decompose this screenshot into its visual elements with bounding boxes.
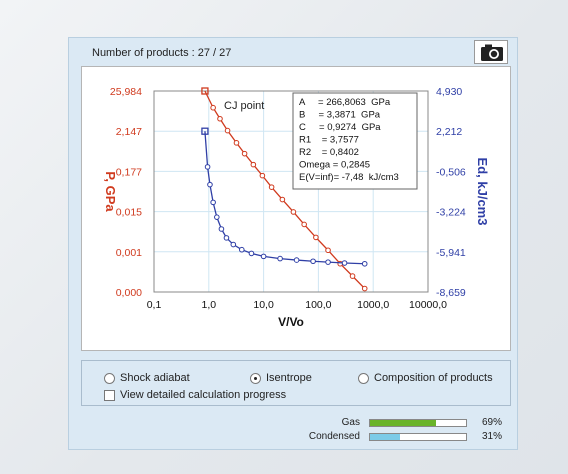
- param-a: A = 266,8063 GPa: [299, 97, 391, 108]
- gas-label: Gas: [341, 417, 360, 428]
- gas-progress-bar: [369, 419, 467, 427]
- energy-point: [230, 241, 237, 248]
- camera-icon: [481, 44, 503, 61]
- energy-point: [201, 127, 209, 135]
- pressure-point: [241, 150, 248, 157]
- energy-point: [341, 260, 348, 266]
- composition-radio[interactable]: [358, 372, 369, 384]
- shock-adiabat-option[interactable]: Shock adiabat: [104, 372, 190, 384]
- options-group: [81, 360, 511, 406]
- pressure-point: [290, 209, 297, 215]
- x-tick-label: 10000,0: [409, 299, 447, 311]
- left-tick-label: 0,177: [116, 166, 142, 178]
- pressure-point: [313, 234, 319, 241]
- isentrope-radio[interactable]: [250, 372, 261, 384]
- pressure-point: [325, 247, 331, 254]
- shock-adiabat-radio[interactable]: [104, 372, 115, 384]
- energy-point: [260, 253, 267, 260]
- energy-point: [293, 257, 300, 263]
- energy-point: [207, 181, 213, 188]
- composition-label: Composition of products: [374, 372, 493, 384]
- pressure-point: [301, 221, 307, 228]
- param-r2: R2 = 0,8402: [299, 147, 359, 158]
- energy-point: [210, 199, 216, 206]
- right-axis-title: Ed, kJ/cm3: [475, 158, 490, 226]
- pressure-point: [361, 285, 368, 292]
- x-tick-label: 0,1: [147, 299, 162, 311]
- pressure-point: [233, 140, 240, 146]
- energy-point: [223, 235, 230, 241]
- left-tick-label: 25,984: [110, 86, 142, 98]
- param-omega: Omega = 0,2845: [299, 160, 370, 171]
- isentrope-label: Isentrope: [266, 372, 312, 384]
- right-tick-label: -5,941: [436, 247, 466, 259]
- right-tick-label: -0,506: [436, 166, 466, 178]
- pressure-point: [259, 172, 266, 179]
- x-tick-label: 10,0: [253, 299, 274, 311]
- energy-point: [218, 226, 225, 232]
- condensed-label: Condensed: [308, 431, 360, 442]
- x-tick-label: 1000,0: [357, 299, 389, 311]
- pressure-point: [349, 273, 356, 279]
- pressure-point: [279, 196, 286, 203]
- right-tick-label: -3,224: [436, 207, 466, 219]
- cj-point-label: CJ point: [224, 100, 264, 112]
- param-b: B = 3,3871 GPa: [299, 110, 381, 121]
- x-axis-title: V/Vo: [278, 315, 304, 329]
- param-c: C = 0,9274 GPa: [299, 122, 381, 133]
- param-e-inf: E(V=inf)= -7,48 kJ/cm3: [299, 172, 399, 183]
- plot-area: [153, 90, 429, 293]
- energy-point: [310, 258, 316, 265]
- pressure-point: [210, 104, 216, 111]
- energy-point: [204, 164, 211, 170]
- energy-point: [325, 259, 331, 265]
- pressure-point: [217, 115, 223, 122]
- detailed-progress-option[interactable]: View detailed calculation progress: [104, 389, 286, 401]
- chart-svg: 0,1 1,0 10,0 100,0 1000,0 10000,0 25,984 4,930 2…: [103, 86, 490, 329]
- condensed-progress-fill: [370, 434, 400, 440]
- gas-percent: 69%: [482, 417, 503, 428]
- condensed-percent: 31%: [482, 431, 503, 442]
- eos-parameters-box: A = 266,8063 GPa B = 3,3871 GPa C = 0,92…: [292, 92, 418, 190]
- left-tick-label: 0,000: [116, 287, 142, 299]
- pressure-point: [201, 87, 209, 95]
- series-layer: [201, 87, 368, 292]
- detailed-progress-label: View detailed calculation progress: [120, 389, 287, 401]
- pressure-point: [224, 127, 231, 134]
- pressure-point: [268, 184, 275, 190]
- axis-ticks: 0,1 1,0 10,0 100,0 1000,0 10000,0 25,984 4,930 2…: [110, 86, 466, 311]
- x-tick-label: 1,0: [201, 299, 216, 311]
- snapshot-button[interactable]: [474, 40, 508, 64]
- condensed-progress-bar: [369, 433, 467, 441]
- pressure-point: [250, 161, 257, 168]
- energy-point: [248, 250, 255, 257]
- right-tick-label: 2,212: [436, 126, 462, 138]
- isentrope-chart: 0,1 1,0 10,0 100,0 1000,0 10000,0 25,984 4,930 2…: [81, 66, 511, 351]
- isentrope-option[interactable]: Isentrope: [250, 372, 312, 384]
- left-axis-title: P, GPa: [103, 171, 118, 212]
- shock-adiabat-label: Shock adiabat: [120, 372, 190, 384]
- gas-progress-fill: [370, 420, 437, 426]
- right-tick-label: 4,930: [436, 86, 462, 98]
- right-tick-label: -8,659: [436, 287, 466, 299]
- energy-point: [214, 214, 220, 220]
- composition-option[interactable]: Composition of products: [358, 372, 493, 384]
- left-tick-label: 0,001: [116, 247, 142, 259]
- detailed-progress-checkbox[interactable]: [104, 389, 115, 401]
- energy-point: [238, 246, 245, 253]
- energy-point: [277, 255, 283, 262]
- left-tick-label: 2,147: [116, 126, 142, 138]
- left-tick-label: 0,015: [116, 207, 142, 219]
- x-tick-label: 100,0: [305, 299, 331, 311]
- energy-point: [361, 260, 368, 267]
- products-count-label: Number of products : 27 / 27: [92, 47, 232, 59]
- param-r1: R1 = 3,7577: [299, 135, 359, 146]
